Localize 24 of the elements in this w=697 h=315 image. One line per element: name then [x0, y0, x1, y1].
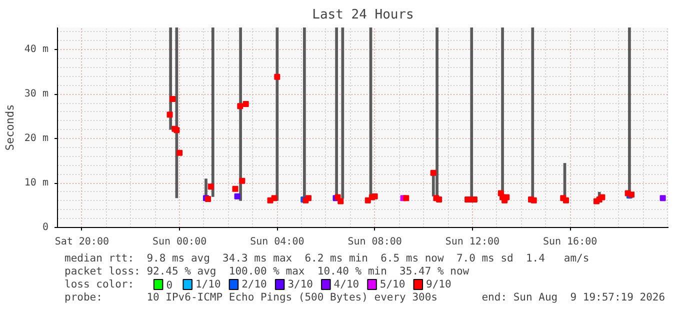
text: probe: 10 IPv6-ICMP Echo Pings (500 Bytes) every 300s end: Sun Aug 9 19:57:19 2026 — [64, 292, 666, 304]
legend-label: 9/10 — [426, 278, 452, 290]
y-tick-label: 40 m — [24, 44, 49, 56]
legend-label: 5/10 — [380, 278, 406, 290]
chart-title: Last 24 Hours — [312, 8, 414, 22]
legend-title: loss color: — [64, 278, 134, 290]
y-tick-label: 30 m — [24, 88, 49, 100]
legend-label: 1/10 — [195, 278, 221, 290]
x-tick-label: Sun 04:00 — [250, 236, 304, 248]
y-tick-label: 10 m — [24, 178, 49, 189]
legend-label: 0 — [166, 280, 173, 292]
legend-label: 3/10 — [288, 278, 313, 290]
legend-label: 4/10 — [334, 278, 360, 290]
y-axis-title: Seconds — [3, 104, 16, 151]
x-tick-label: Sun 00:00 — [152, 236, 207, 248]
y-tick-label: 20 m — [24, 133, 49, 144]
x-tick-label: Sat 20:00 — [54, 236, 110, 248]
x-tick-label: Sun 12:00 — [445, 236, 500, 248]
x-tick-label: Sun 08:00 — [348, 236, 402, 248]
legend-label: 2/10 — [242, 278, 267, 290]
text: median rtt: 9.8 ms avg 34.3 ms max 6.2 ms min 6.5 ms now 7.0 ms sd 1.4 am/s — [64, 252, 590, 264]
y-tick-label: 0 — [42, 222, 49, 233]
x-tick-label: Sun 16:00 — [542, 236, 598, 248]
text: packet loss: 92.45 % avg 100.00 % max 10.40 % min 35.47 % now — [64, 266, 470, 278]
